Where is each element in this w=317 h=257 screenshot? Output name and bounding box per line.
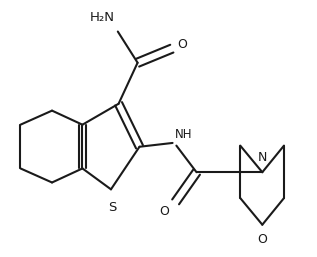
Text: N: N (258, 151, 267, 163)
Text: H₂N: H₂N (90, 11, 115, 24)
Text: O: O (159, 205, 169, 218)
Text: O: O (177, 38, 187, 51)
Text: NH: NH (175, 128, 193, 141)
Text: O: O (257, 233, 267, 246)
Text: S: S (108, 201, 116, 214)
